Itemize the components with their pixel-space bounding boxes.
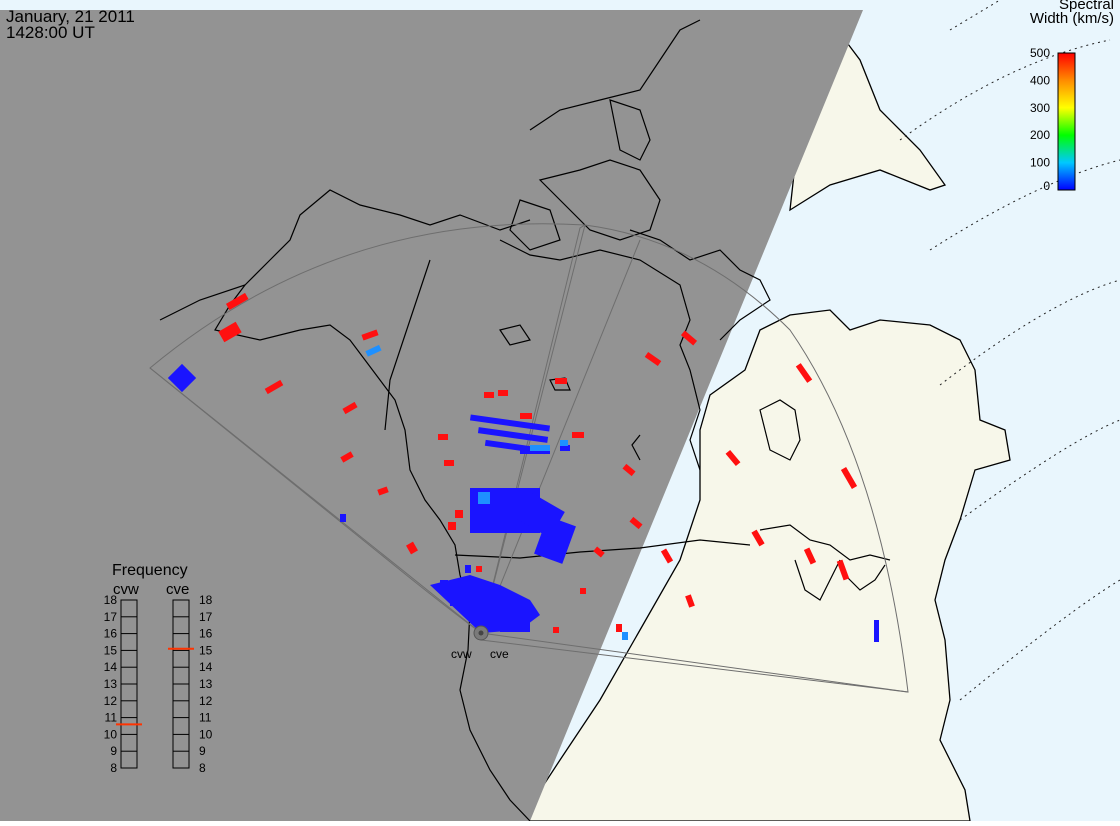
colorbar-tick-label: 100 xyxy=(1030,156,1050,170)
fields-of-view xyxy=(149,223,909,693)
political-boundaries xyxy=(384,259,891,601)
colorbar-tick-label: 200 xyxy=(1030,128,1050,142)
frequency-tick-label: 12 xyxy=(199,694,213,708)
frequency-panel: Frequency cvw cve 18 18 17 17 16 16 15 15 14 14 13… xyxy=(104,562,213,775)
night-region xyxy=(0,10,863,821)
spectral-width-cells-high xyxy=(218,292,858,633)
radar-label-west: cvw xyxy=(451,647,472,661)
frequency-tick-label: 17 xyxy=(199,610,213,624)
time-label: 1428:00 UT xyxy=(6,23,95,42)
frequency-tick-label: 8 xyxy=(110,761,117,775)
colorbar-title-line2: Width (km/s) xyxy=(1029,10,1114,27)
radar-site-center xyxy=(478,630,484,636)
frequency-tick-label: 12 xyxy=(104,694,118,708)
timestamp: January, 21 2011 1428:00 UT xyxy=(6,7,135,42)
spectral-width-cells-low xyxy=(167,363,879,642)
frequency-scale: 18 18 17 17 16 16 15 15 14 14 13 13 12 12 11 11 10 10 9 9 8 8 xyxy=(104,593,213,775)
frequency-tick-label: 9 xyxy=(199,744,206,758)
spectral-width-cells-mid xyxy=(365,344,628,640)
frequency-tick-label: 9 xyxy=(110,744,117,758)
frequency-tick-label: 18 xyxy=(104,593,118,607)
colorbar-title: Spectral Width (km/s) xyxy=(1030,0,1114,26)
coastlines xyxy=(159,19,771,822)
frequency-tick-label: 11 xyxy=(105,711,118,725)
frequency-tick-label: 15 xyxy=(199,643,213,657)
frequency-tick-label: 10 xyxy=(199,727,213,741)
latitude-grid xyxy=(899,0,1120,701)
colorbar-ticks: 0 100 200 300 400 500 xyxy=(1030,46,1050,193)
frequency-tick-label: 10 xyxy=(104,727,118,741)
date-label: January, 21 2011 xyxy=(6,7,135,26)
frequency-tick-label: 16 xyxy=(104,627,118,641)
frequency-tick-label: 17 xyxy=(104,610,118,624)
frequency-tick-label: 13 xyxy=(199,677,213,691)
frequency-tick-label: 14 xyxy=(104,660,118,674)
frequency-tick-label: 15 xyxy=(104,643,118,657)
frequency-label-west: cvw xyxy=(113,581,139,598)
frequency-title: Frequency xyxy=(112,562,188,579)
frequency-tick-label: 18 xyxy=(199,593,213,607)
frequency-tick-label: 11 xyxy=(199,711,212,725)
colorbar-tick-label: 0 xyxy=(1043,179,1050,193)
frequency-tick-label: 14 xyxy=(199,660,213,674)
colorbar-tick-label: 400 xyxy=(1030,73,1050,87)
colorbar-tick-label: 500 xyxy=(1030,46,1050,60)
radar-label-east: cve xyxy=(490,647,509,661)
frequency-tick-label: 16 xyxy=(199,627,213,641)
colorbar-gradient xyxy=(1057,52,1076,191)
colorbar: 0 100 200 300 400 500 xyxy=(1030,46,1076,193)
colorbar-title-line1: Spectral xyxy=(1058,0,1114,13)
frequency-label-east: cve xyxy=(166,581,189,598)
colorbar-tick-label: 300 xyxy=(1030,101,1050,115)
frequency-tick-label: 13 xyxy=(104,677,118,691)
frequency-tick-label: 8 xyxy=(199,761,206,775)
